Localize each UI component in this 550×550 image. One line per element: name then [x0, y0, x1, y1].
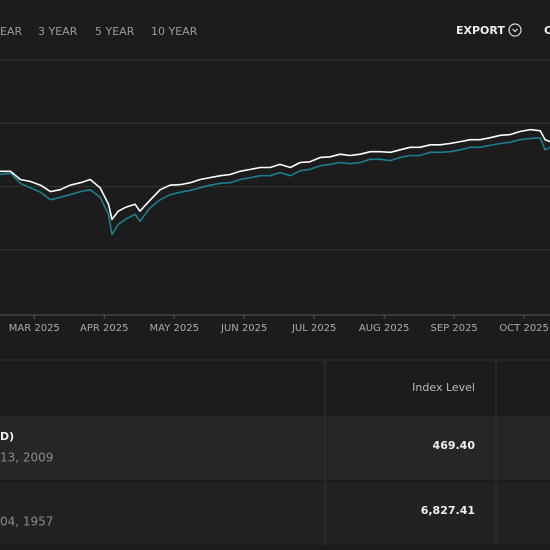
period-tab[interactable]: 10 YEAR: [151, 25, 198, 38]
chevron: [512, 28, 518, 33]
export-button[interactable]: EXPORT: [456, 24, 505, 37]
export-icon[interactable]: [508, 23, 522, 37]
row-date: 04, 1957: [0, 515, 53, 529]
column-header: Index Level: [412, 381, 475, 394]
x-tick-label: MAR 2025: [9, 323, 60, 334]
x-tick-label: AUG 2025: [359, 323, 410, 334]
period-tab[interactable]: 5 YEAR: [95, 25, 135, 38]
x-tick-label: APR 2025: [80, 323, 128, 334]
x-tick-label: JUN 2025: [220, 323, 267, 334]
table-row: [0, 482, 550, 544]
index-level: 469.40: [433, 439, 476, 452]
index-level: 6,827.41: [421, 504, 475, 517]
row-date: 13, 2009: [0, 451, 53, 465]
x-tick-label: JUL 2025: [291, 323, 336, 334]
table-row: [0, 416, 550, 480]
plot: MAR 2025 APR 2025 MAY 2025 JUN 2025 JUL 2025…: [0, 59, 550, 334]
x-tick-label: OCT 2025: [499, 323, 549, 334]
x-tick-label: SEP 2025: [430, 323, 477, 334]
toolbar-button[interactable]: C: [544, 24, 550, 37]
period-tab[interactable]: EAR: [0, 25, 22, 38]
series-line: [0, 128, 550, 221]
period-tab[interactable]: 3 YEAR: [38, 25, 78, 38]
x-tick-label: MAY 2025: [150, 323, 199, 334]
series-line: [0, 137, 550, 236]
row-name: D): [0, 430, 14, 443]
